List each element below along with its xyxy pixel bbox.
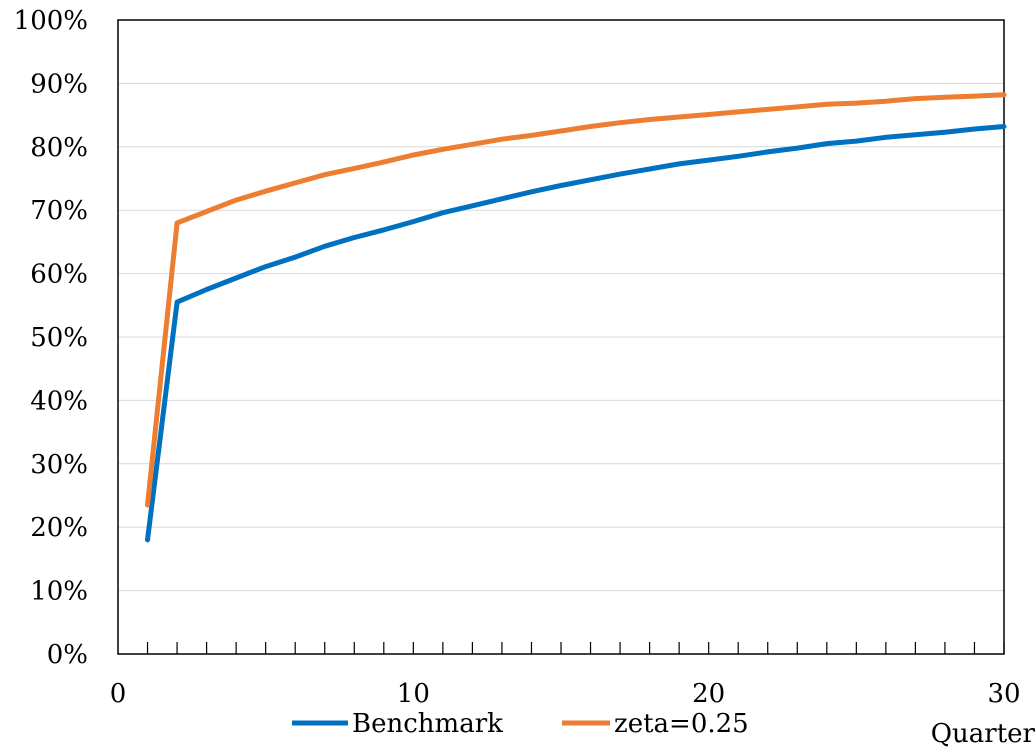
- series-lines: [145, 92, 1007, 543]
- y-tick-label: 30%: [30, 450, 88, 480]
- x-tick-label: 20: [692, 679, 725, 709]
- y-tick-label: 50%: [30, 323, 88, 353]
- y-tick-label: 60%: [30, 260, 88, 290]
- x-axis-ticks: [146, 642, 1005, 654]
- x-tick-label: 0: [110, 679, 127, 709]
- y-tick-label: 20%: [30, 513, 88, 543]
- legend-label: Benchmark: [352, 709, 503, 739]
- legend: Benchmark zeta=0.25: [292, 709, 749, 739]
- y-tick-label: 40%: [30, 386, 88, 416]
- y-tick-label: 90%: [30, 69, 88, 99]
- x-tick-label: 10: [397, 679, 430, 709]
- y-axis-tick-labels: 0% 10% 20% 30% 40% 50% 60% 70% 80% 90% 100%: [14, 6, 88, 670]
- y-tick-label: 70%: [30, 196, 88, 226]
- y-tick-label: 80%: [30, 133, 88, 163]
- gridlines: [118, 82, 1004, 592]
- legend-label: zeta=0.25: [614, 709, 749, 739]
- x-axis-tick-labels: 0 10 20 30: [110, 679, 1021, 709]
- x-tick-label: 30: [987, 679, 1020, 709]
- y-tick-label: 0%: [47, 640, 88, 670]
- series-line: [145, 92, 1007, 508]
- x-axis-title: Quarter: [931, 719, 1035, 749]
- y-tick-label: 100%: [14, 6, 88, 36]
- y-tick-label: 10%: [30, 577, 88, 607]
- series-line: [145, 124, 1007, 543]
